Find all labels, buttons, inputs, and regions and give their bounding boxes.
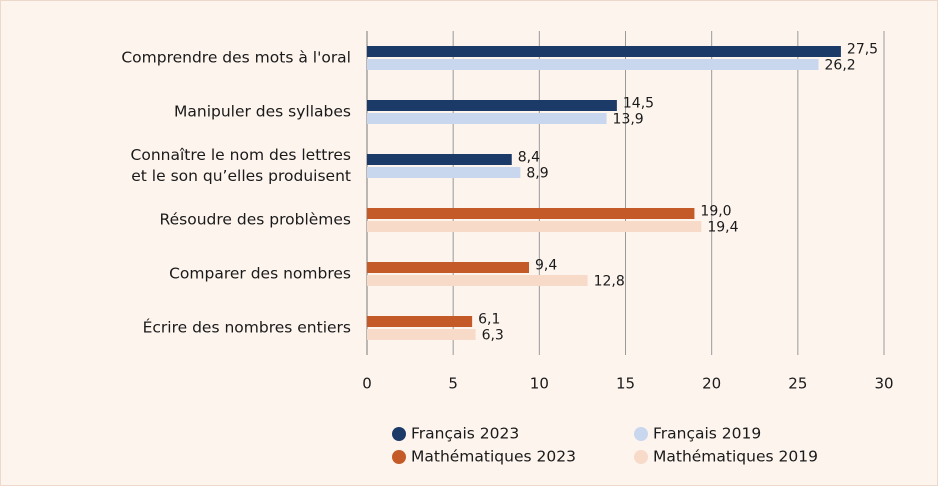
value-label: 8,4 [518, 150, 540, 166]
bar [367, 329, 476, 340]
legend-label: Français 2023 [411, 425, 519, 443]
legend-label: Français 2019 [653, 425, 761, 443]
legend-marker [392, 450, 406, 464]
legend-marker [634, 427, 648, 441]
bar [367, 275, 588, 286]
x-tick-label: 0 [362, 375, 372, 393]
category-label: Comparer des nombres [169, 264, 351, 283]
bar [367, 46, 841, 57]
x-tick-label: 30 [874, 375, 893, 393]
bar [367, 154, 512, 165]
value-label: 27,5 [847, 42, 878, 58]
value-label: 14,5 [623, 96, 654, 112]
value-label: 12,8 [594, 274, 625, 290]
category-label: Connaître le nom des lettres et le son q… [130, 146, 351, 185]
bar [367, 167, 521, 178]
bar [367, 262, 529, 273]
x-tick-label: 25 [788, 375, 807, 393]
value-label: 8,9 [526, 166, 548, 182]
category-label: Résoudre des problèmes [159, 210, 351, 229]
value-label: 13,9 [613, 112, 644, 128]
x-tick-label: 15 [616, 375, 635, 393]
bar [367, 316, 473, 327]
bar [367, 208, 695, 219]
category-label: Écrire des nombres entiers [142, 318, 351, 337]
bar [367, 100, 617, 111]
legend-marker [634, 450, 648, 464]
value-label: 19,4 [707, 220, 738, 236]
legend-marker [392, 427, 406, 441]
x-tick-label: 20 [702, 375, 721, 393]
legend-label: Mathématiques 2019 [653, 448, 818, 466]
legend-label: Mathématiques 2023 [411, 448, 576, 466]
value-label: 26,2 [825, 58, 856, 74]
value-label: 6,1 [478, 312, 500, 328]
category-label: Manipuler des syllabes [174, 102, 351, 121]
bar [367, 113, 607, 124]
x-tick-label: 5 [448, 375, 458, 393]
x-tick-label: 10 [530, 375, 549, 393]
value-label: 19,0 [700, 204, 731, 220]
bar [367, 59, 819, 70]
category-label: Comprendre des mots à l'oral [121, 48, 351, 67]
value-label: 9,4 [535, 258, 557, 274]
bar [367, 221, 702, 232]
value-label: 6,3 [482, 328, 504, 344]
